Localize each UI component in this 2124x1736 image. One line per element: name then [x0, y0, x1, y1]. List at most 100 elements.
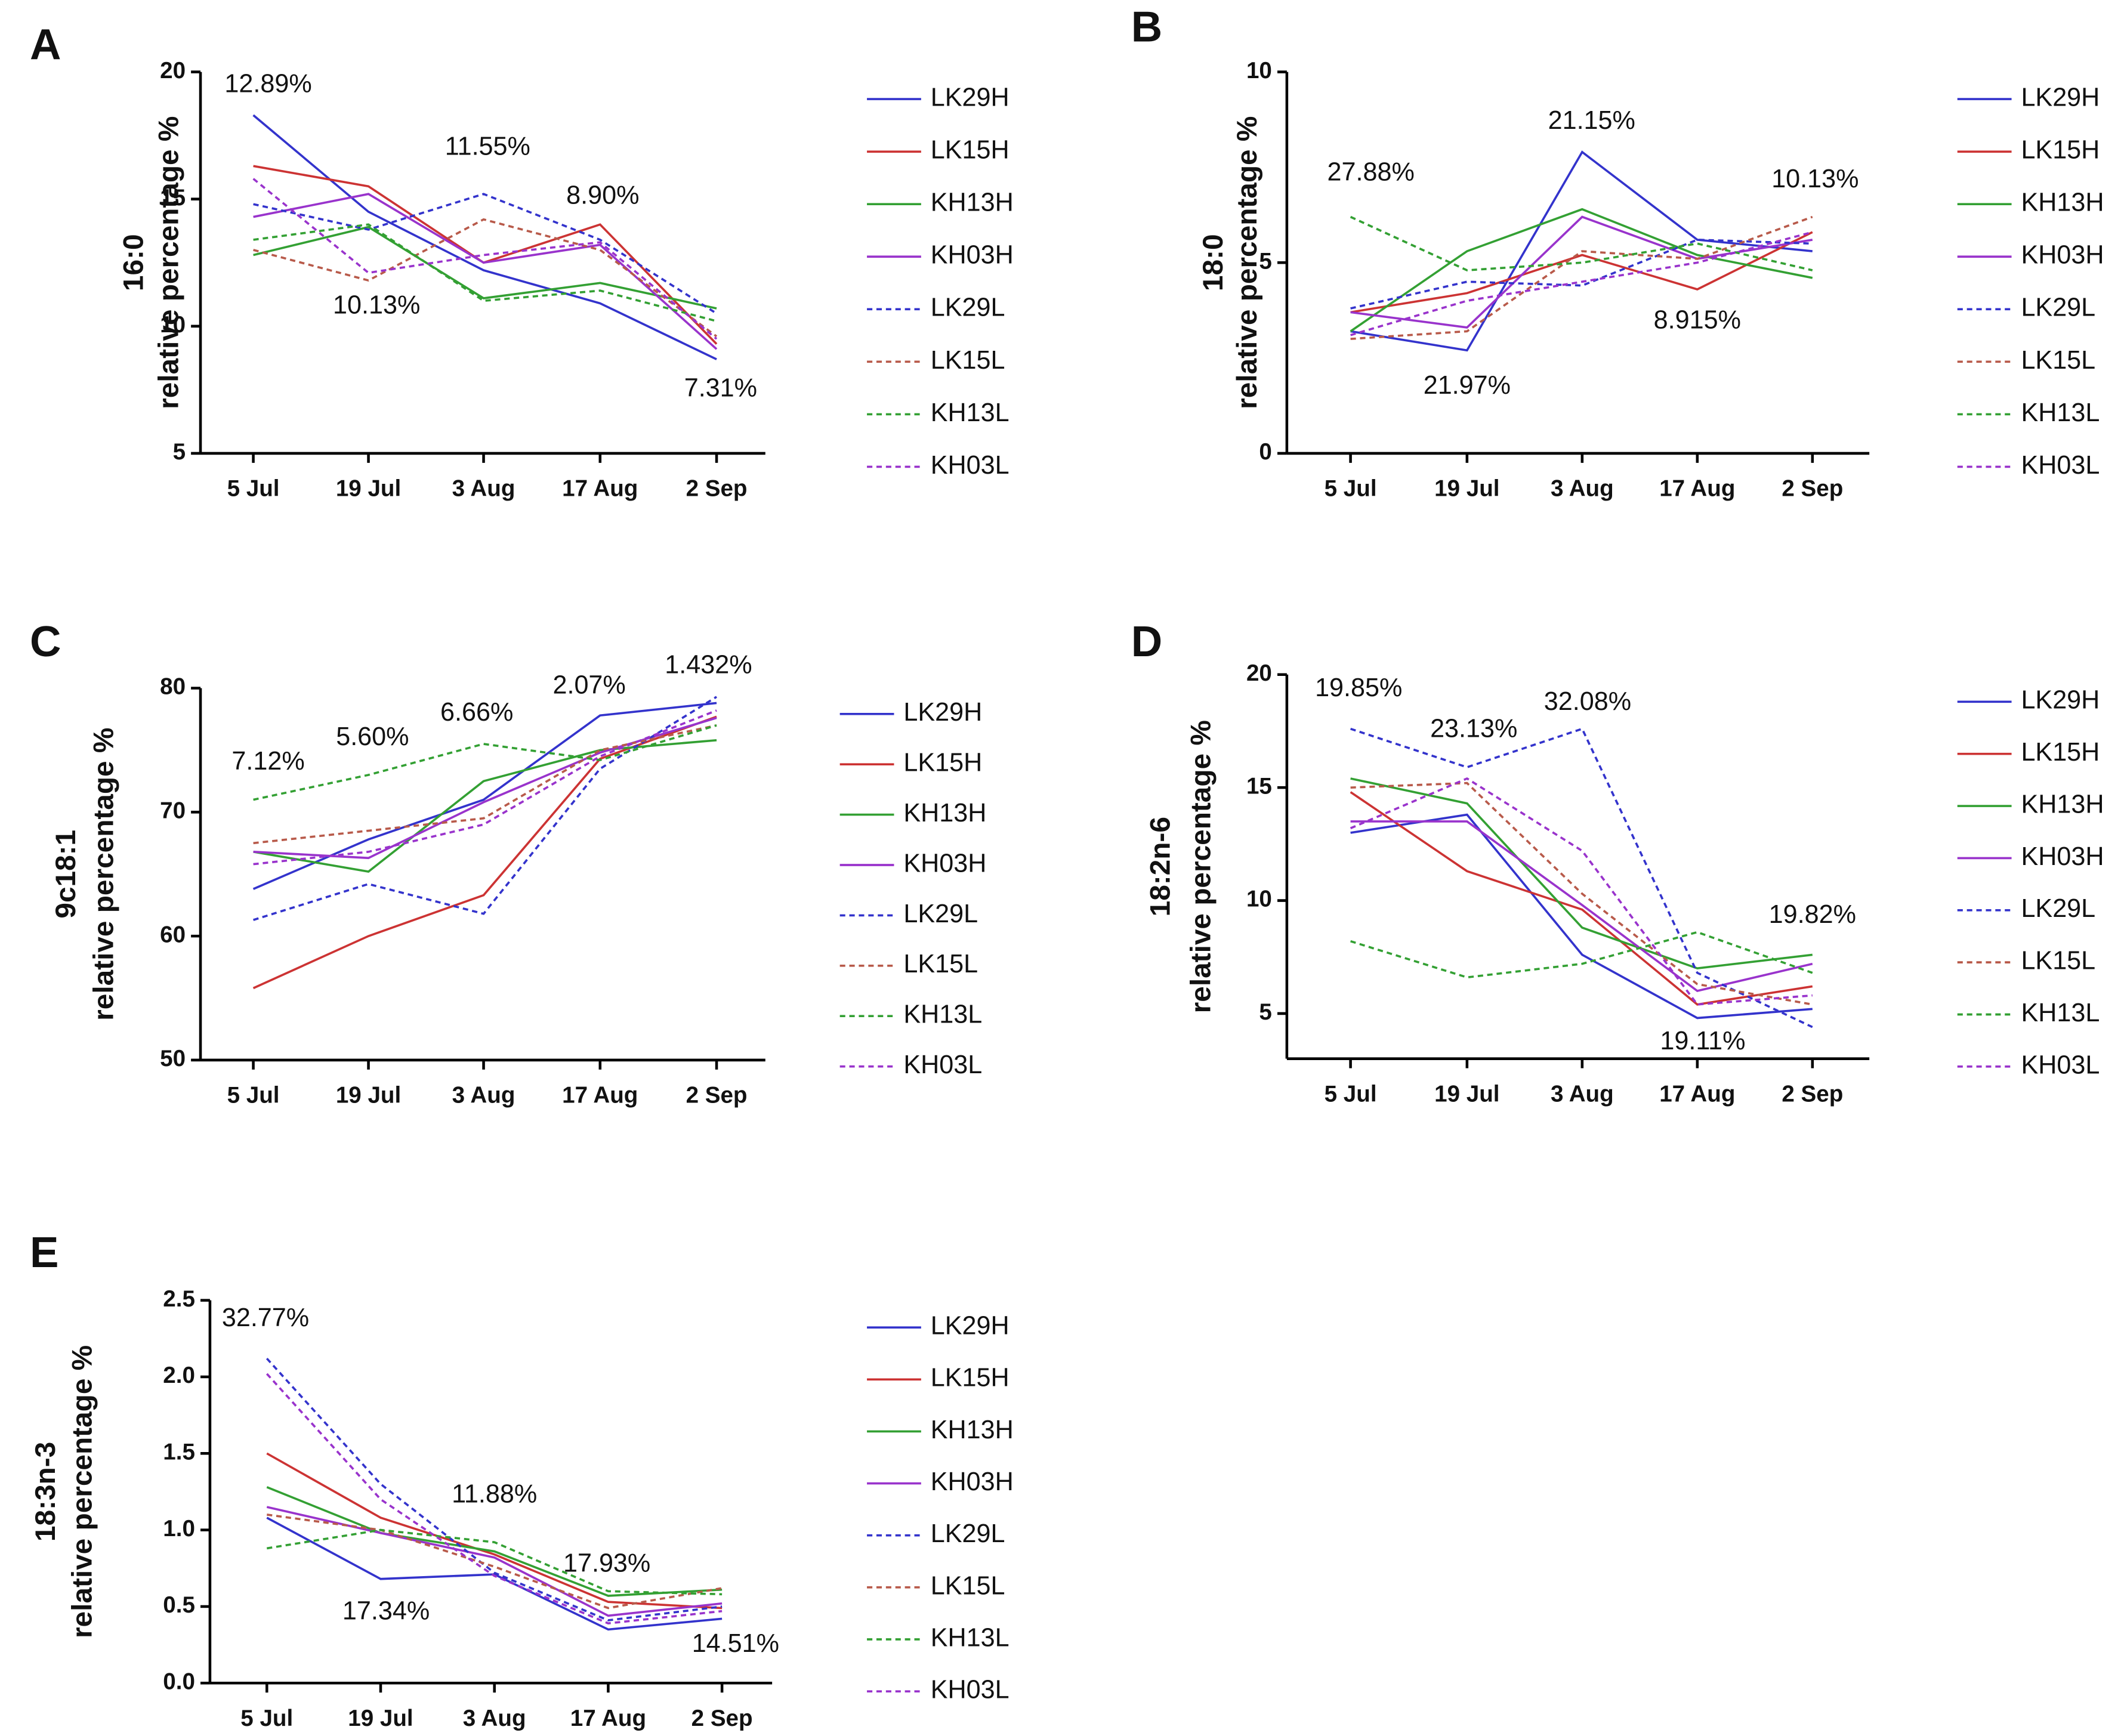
x-tick-label: 2 Sep [686, 1083, 748, 1108]
y-axis-sublabel: relative percentage % [153, 116, 185, 409]
legend-label: KH13L [2021, 999, 2100, 1027]
x-tick-label: 3 Aug [1551, 476, 1614, 502]
x-tick-label: 3 Aug [1551, 1081, 1614, 1107]
legend-label: KH13H [931, 1416, 1014, 1444]
chart-panel: A 16:0 relative percentage % 5 10 15 20 5 Jul 19… [30, 20, 1014, 502]
annotation: 12.89% [224, 70, 311, 98]
legend-label: KH03H [931, 241, 1014, 270]
y-tick-label: 70 [160, 798, 186, 824]
x-tick-label: 19 Jul [336, 476, 401, 502]
y-axis-label: 18:0 [1197, 234, 1229, 291]
legend-label: LK15H [2021, 136, 2100, 165]
x-tick-label: 3 Aug [452, 1083, 515, 1108]
x-tick-label: 17 Aug [570, 1706, 646, 1731]
x-tick-label: 2 Sep [1782, 476, 1843, 502]
annotation: 17.93% [563, 1549, 650, 1578]
series-line [253, 218, 718, 338]
y-axis-sublabel: relative percentage % [1231, 116, 1263, 409]
y-tick-label: 0.5 [163, 1592, 195, 1618]
y-tick-label: 2.0 [163, 1363, 195, 1388]
y-tick-label: 1.5 [163, 1439, 195, 1465]
series-line [1350, 727, 1813, 1028]
series-line [1350, 208, 1813, 332]
series-line [266, 1452, 723, 1610]
x-tick-label: 2 Sep [691, 1706, 753, 1731]
y-tick-label: 50 [160, 1046, 186, 1071]
annotation: 5.60% [336, 722, 409, 751]
series-line [1350, 239, 1813, 310]
series-line [1350, 231, 1813, 336]
legend-label: KH13H [903, 799, 986, 827]
legend-label: KH03H [931, 1468, 1014, 1496]
y-tick-label: 0.0 [163, 1669, 195, 1694]
panel-label: E [30, 1228, 58, 1277]
legend-label: LK15H [903, 749, 982, 777]
y-axis-sublabel: relative percentage % [1186, 720, 1217, 1013]
y-tick-label: 5 [1259, 999, 1271, 1025]
series-line [266, 1486, 723, 1597]
annotation: 7.12% [231, 747, 304, 776]
series-line [266, 1516, 723, 1631]
chart-panel: E 18:3n-3 relative percentage % 0.0 0.5 1.0 1.… [30, 1228, 1014, 1731]
x-tick-label: 17 Aug [1659, 476, 1735, 502]
y-axis-sublabel: relative percentage % [88, 728, 120, 1021]
y-tick-label: 15 [160, 185, 186, 211]
x-tick-label: 5 Jul [1325, 476, 1377, 502]
legend-label: LK29L [931, 294, 1005, 322]
series-line [1350, 931, 1813, 979]
chart-panel: B 18:0 relative percentage % 0 5 10 5 Jul 19 Ju… [1131, 2, 2104, 501]
series-line [253, 696, 717, 921]
annotation: 19.11% [1660, 1027, 1745, 1055]
x-tick-label: 17 Aug [1659, 1081, 1735, 1107]
series-line [252, 178, 718, 340]
legend-label: LK29L [2021, 294, 2095, 322]
annotation: 6.66% [440, 698, 513, 727]
series-line [1350, 215, 1813, 271]
annotation: 23.13% [1430, 714, 1517, 743]
series-line [1350, 215, 1813, 340]
legend-label: LK15L [931, 1571, 1005, 1600]
annotation: 21.97% [1424, 371, 1511, 400]
panel-label: A [30, 20, 61, 69]
legend-label: LK15L [931, 346, 1005, 375]
series-line [1350, 150, 1813, 352]
series-line [1350, 777, 1813, 970]
legend-label: KH13L [931, 1623, 1009, 1652]
annotation: 8.915% [1654, 306, 1741, 335]
series-line [253, 193, 718, 315]
y-tick-label: 80 [160, 674, 186, 700]
x-tick-label: 19 Jul [336, 1083, 401, 1108]
x-tick-label: 19 Jul [1434, 1081, 1499, 1107]
y-tick-label: 2.5 [163, 1286, 195, 1312]
y-tick-label: 10 [160, 312, 186, 338]
panel-label: B [1131, 2, 1162, 51]
legend-label: LK29L [931, 1519, 1005, 1548]
series-line [266, 1357, 723, 1621]
legend-label: KH13L [931, 399, 1009, 427]
legend-label: LK29H [931, 83, 1009, 112]
x-tick-label: 5 Jul [227, 1083, 280, 1108]
x-tick-label: 3 Aug [452, 476, 515, 502]
annotation: 21.15% [1548, 106, 1635, 135]
annotation: 14.51% [692, 1629, 779, 1658]
annotation: 19.85% [1315, 674, 1402, 702]
series-line [1350, 781, 1813, 1006]
annotation: 2.07% [552, 671, 625, 700]
legend-label: KH13H [2021, 189, 2104, 217]
y-tick-label: 5 [1259, 248, 1271, 274]
legend-label: KH03L [2021, 451, 2100, 480]
legend-label: KH03L [931, 451, 1009, 480]
y-axis-label: 9c18:1 [50, 830, 82, 919]
legend-label: KH03L [931, 1676, 1009, 1704]
series-line [252, 715, 717, 990]
y-tick-label: 10 [1246, 58, 1272, 84]
series-line [253, 739, 717, 873]
legend-label: KH03H [2021, 842, 2104, 871]
legend-label: LK29H [903, 698, 982, 727]
legend-label: LK29H [2021, 686, 2100, 715]
legend-label: KH13H [2021, 790, 2104, 818]
annotation: 32.77% [222, 1303, 309, 1332]
series-line [253, 709, 717, 866]
series-line [253, 223, 717, 323]
